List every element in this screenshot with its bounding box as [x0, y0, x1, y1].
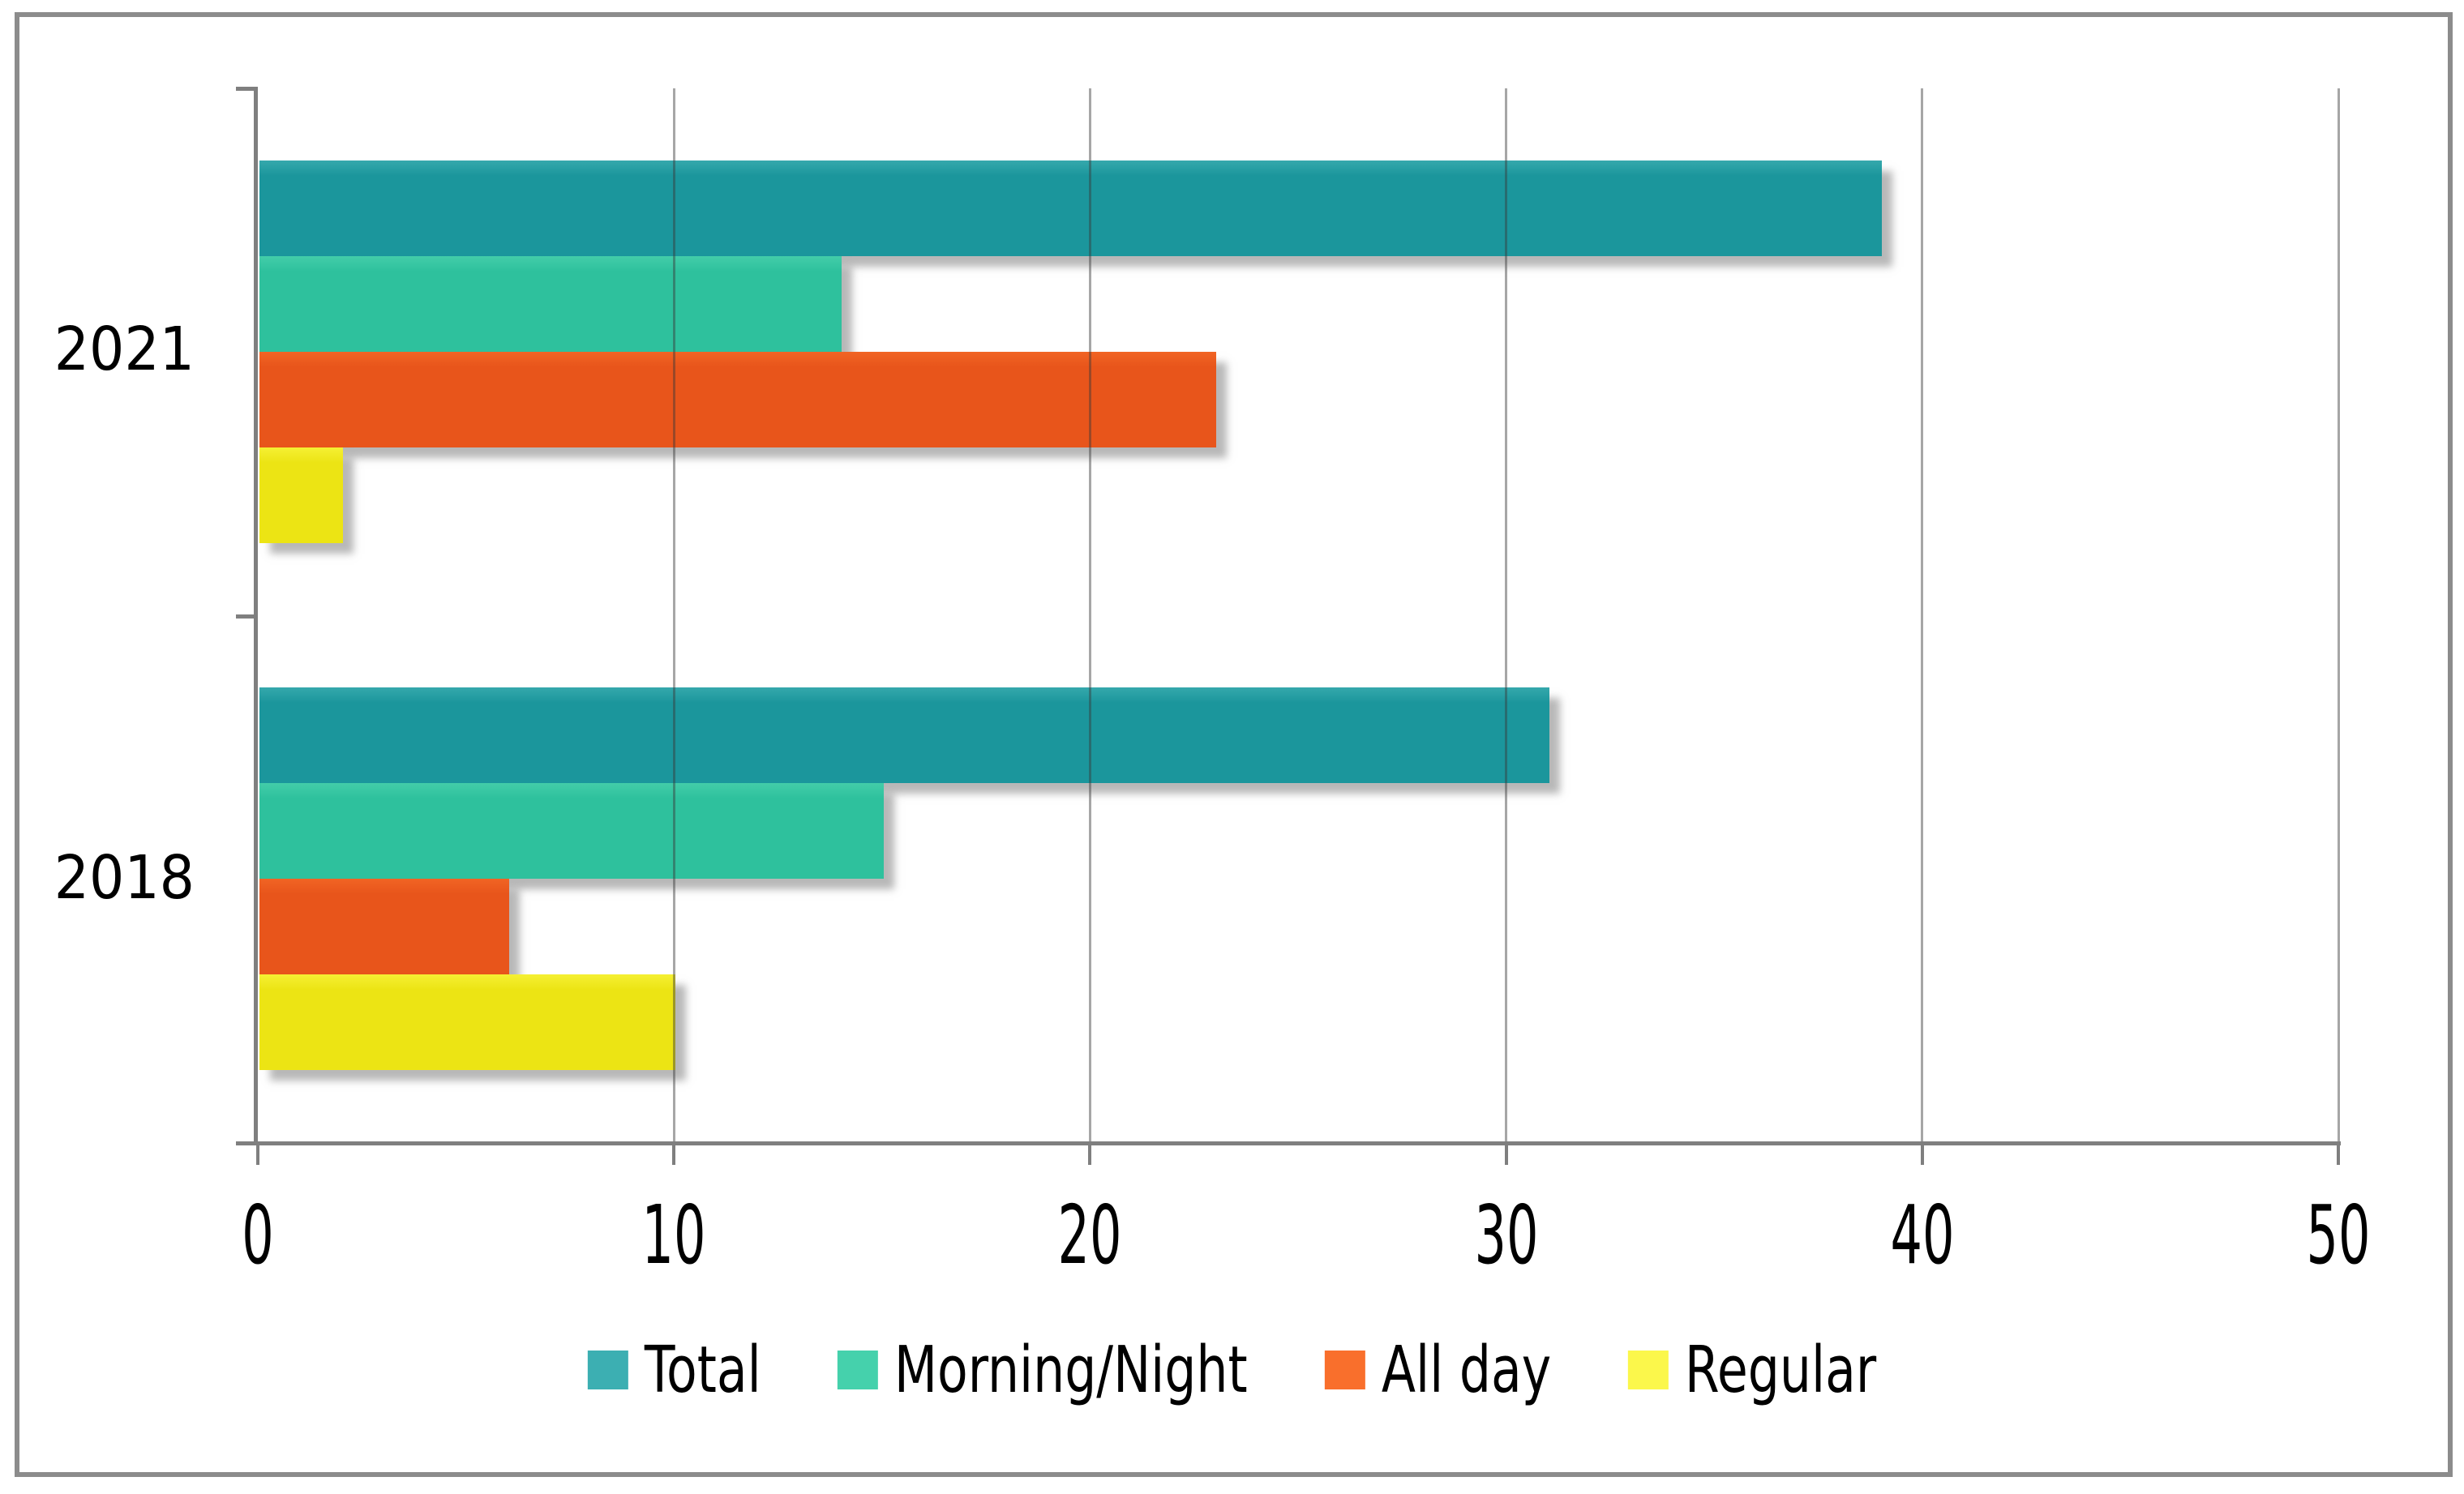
- bar-2021-morning-night: [259, 256, 842, 352]
- x-axis-line: [236, 1141, 2341, 1145]
- x-gridline-30: [1505, 88, 1507, 1141]
- bar-2018-total: [259, 687, 1549, 783]
- x-axis-tick: [1088, 1145, 1091, 1165]
- bar-2021-all-day: [259, 352, 1216, 447]
- x-axis-tick: [1505, 1145, 1508, 1165]
- legend-swatch-morning-night: [838, 1351, 879, 1389]
- legend-item-regular: Regular: [1628, 1332, 1877, 1407]
- legend-label-total: Total: [644, 1332, 761, 1407]
- legend: Total Morning/Night All day Regular: [587, 1332, 1877, 1407]
- legend-item-total: Total: [587, 1338, 761, 1402]
- x-axis-tick: [256, 1145, 259, 1165]
- y-axis-tick: [236, 614, 258, 619]
- legend-swatch-all-day: [1324, 1351, 1365, 1389]
- x-tick-label-40: 40: [1890, 1188, 1955, 1282]
- x-tick-label-10: 10: [641, 1188, 706, 1282]
- legend-item-morning-night: Morning/Night: [838, 1338, 1248, 1402]
- legend-swatch-total: [587, 1351, 628, 1389]
- x-tick-label-50: 50: [2306, 1188, 2371, 1282]
- legend-label-regular: Regular: [1685, 1332, 1877, 1407]
- category-label-2018: 2018: [54, 843, 195, 913]
- bar-2018-all-day: [259, 879, 509, 974]
- y-axis-tick: [236, 87, 258, 91]
- bar-2018-regular: [259, 974, 675, 1070]
- legend-item-all-day: All day: [1324, 1332, 1552, 1407]
- x-tick-label-20: 20: [1057, 1188, 1122, 1282]
- x-tick-label-30: 30: [1474, 1188, 1539, 1282]
- bar-2018-morning-night: [259, 783, 884, 879]
- x-axis-tick: [2337, 1145, 2340, 1165]
- legend-label-morning-night: Morning/Night: [894, 1332, 1248, 1407]
- x-axis-tick: [1921, 1145, 1924, 1165]
- legend-swatch-regular: [1628, 1351, 1669, 1389]
- x-axis-tick: [672, 1145, 675, 1165]
- x-gridline-50: [2338, 88, 2340, 1141]
- legend-label-all-day: All day: [1381, 1332, 1552, 1407]
- x-tick-label-0: 0: [242, 1188, 274, 1282]
- x-gridline-20: [1089, 88, 1091, 1141]
- x-gridline-40: [1921, 88, 1923, 1141]
- category-label-2021: 2021: [54, 315, 195, 384]
- bar-2021-total: [259, 161, 1882, 256]
- bar-2021-regular: [259, 447, 343, 543]
- x-gridline-10: [673, 88, 675, 1141]
